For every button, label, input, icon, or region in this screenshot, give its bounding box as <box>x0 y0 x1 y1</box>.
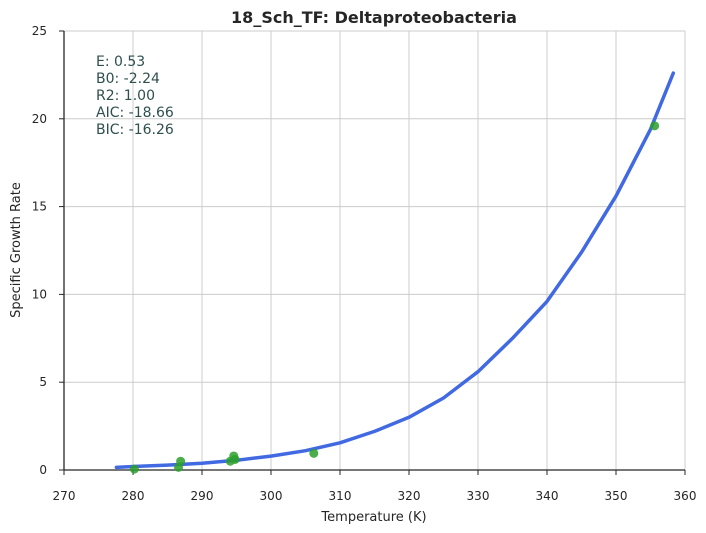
x-tick-label: 340 <box>536 489 559 503</box>
y-axis-label: Specific Growth Rate <box>9 182 24 318</box>
x-tick-label: 310 <box>329 489 352 503</box>
y-tick-label: 10 <box>32 287 47 301</box>
annotation-bic: BIC: -16.26 <box>96 122 174 138</box>
x-tick-label: 290 <box>191 489 214 503</box>
x-ticks: 270 280 290 300 310 320 330 340 350 360 <box>53 470 697 503</box>
fit-curve <box>114 71 676 470</box>
data-point <box>176 456 186 466</box>
data-point <box>650 121 660 131</box>
chart-title: 18_Sch_TF: Deltaproteobacteria <box>231 8 517 27</box>
x-tick-label: 280 <box>122 489 145 503</box>
y-ticks: 0 5 10 15 20 25 <box>32 24 64 477</box>
x-tick-label: 320 <box>398 489 421 503</box>
annotation-b0: B0: -2.24 <box>96 71 160 87</box>
x-tick-label: 350 <box>605 489 628 503</box>
x-axis-label: Temperature (K) <box>320 510 426 525</box>
grid <box>64 30 686 470</box>
data-point <box>129 464 139 474</box>
y-tick-label: 5 <box>39 375 47 389</box>
x-tick-label: 270 <box>53 489 76 503</box>
data-point <box>230 454 240 464</box>
annotation-aic: AIC: -18.66 <box>96 105 174 121</box>
y-tick-label: 15 <box>32 200 47 214</box>
x-tick-label: 300 <box>260 489 283 503</box>
axes <box>63 31 685 471</box>
annotation-e: E: 0.53 <box>96 54 145 70</box>
y-tick-label: 0 <box>39 463 47 477</box>
data-points <box>129 121 660 474</box>
y-tick-label: 25 <box>32 24 47 38</box>
x-tick-label: 330 <box>467 489 490 503</box>
x-tick-label: 360 <box>674 489 697 503</box>
annotation-r2: R2: 1.00 <box>96 88 155 104</box>
y-tick-label: 20 <box>32 112 47 126</box>
data-point <box>309 448 319 458</box>
fit-annotation: E: 0.53 B0: -2.24 R2: 1.00 AIC: -18.66 B… <box>96 54 174 138</box>
